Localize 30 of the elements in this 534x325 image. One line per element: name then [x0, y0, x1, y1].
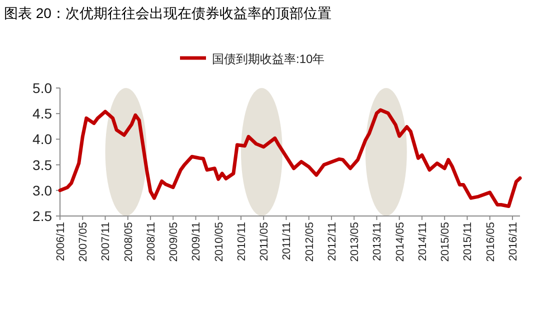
x-tick-label: 2011/11 — [281, 222, 294, 260]
y-tick-label: 2.5 — [32, 208, 52, 224]
x-tick-label: 2009/05 — [168, 222, 180, 262]
x-tick-label: 2013/11 — [372, 222, 384, 261]
chart-title: 图表 20：次优期往往会出现在债券收益率的顶部位置 — [4, 5, 332, 21]
y-tick-label: 3.0 — [32, 182, 52, 198]
x-tick-label: 2009/11 — [190, 222, 203, 261]
y-tick-label: 4.5 — [32, 106, 52, 122]
x-tick-label: 2007/05 — [78, 222, 90, 262]
x-tick-label: 2016/11 — [507, 222, 520, 261]
x-tick-label: 2015/11 — [462, 222, 474, 261]
x-tick-label: 2006/11 — [55, 222, 67, 261]
y-tick-label: 4.0 — [32, 131, 52, 148]
x-tick-label: 2015/05 — [440, 222, 452, 262]
x-tick-label: 2007/11 — [100, 222, 112, 261]
x-tick-label: 2012/05 — [304, 222, 316, 262]
x-tick-label: 2010/05 — [213, 222, 226, 262]
x-tick-label: 2014/05 — [394, 222, 406, 262]
x-tick-label: 2013/05 — [349, 222, 362, 262]
x-tick-label: 2012/11 — [326, 222, 338, 261]
legend-label: 国债到期收益率:10年 — [212, 52, 325, 66]
x-tick-label: 2011/05 — [258, 222, 271, 261]
x-tick-label: 2010/11 — [236, 222, 248, 261]
y-tick-label: 3.5 — [32, 156, 52, 173]
line-series — [58, 108, 522, 208]
x-tick-label: 2008/11 — [145, 222, 158, 261]
x-tick-label: 2016/05 — [484, 222, 497, 262]
y-tick-label: 5.0 — [32, 80, 52, 96]
x-tick-label: 2014/11 — [416, 222, 429, 261]
x-tick-label: 2008/05 — [122, 222, 135, 262]
